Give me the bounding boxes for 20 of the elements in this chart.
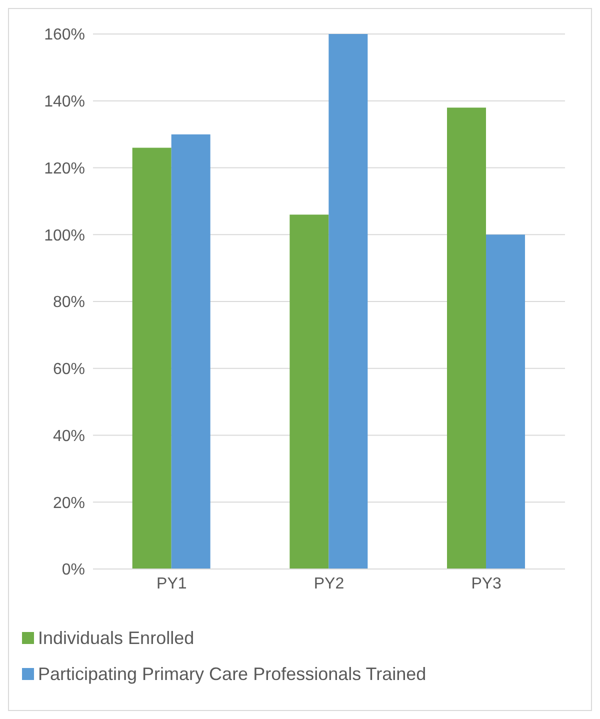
bar [290, 214, 329, 569]
y-tick-label: 140% [44, 94, 85, 111]
bar [328, 34, 368, 569]
bar [486, 234, 525, 569]
y-tick-label: 60% [52, 361, 85, 378]
x-tick-label: PY3 [471, 575, 502, 592]
y-tick-label: 80% [52, 294, 85, 312]
legend-label: Individuals Enrolled [38, 628, 194, 648]
bar [132, 148, 172, 569]
x-tick-label: PY2 [314, 575, 344, 592]
y-tick-label: 0% [62, 562, 85, 579]
y-tick-label: 120% [44, 160, 85, 178]
bar [171, 134, 210, 569]
legend-label: Participating Primary Care Professionals Trained [38, 664, 426, 684]
y-tick-label: 20% [52, 494, 85, 512]
bar [447, 108, 486, 569]
y-tick-label: 100% [44, 227, 85, 244]
y-tick-label: 40% [52, 428, 85, 445]
y-tick-label: 160% [44, 26, 85, 44]
x-tick-label: PY1 [156, 575, 187, 592]
